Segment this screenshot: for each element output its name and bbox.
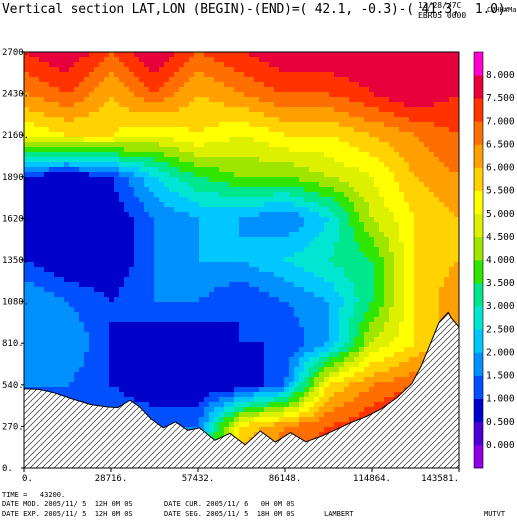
y-tick-label: 1350. <box>2 256 29 266</box>
colorbar-swatch <box>474 375 483 399</box>
colorbar-swatch <box>474 398 483 423</box>
y-tick-label: 2430. <box>2 90 29 100</box>
colorbar-label: 4.500 <box>486 232 515 243</box>
x-tick-label: 0. <box>22 474 33 484</box>
colorbar-swatch <box>474 98 483 122</box>
y-tick-label: 2160. <box>2 131 29 141</box>
colorbar-label: 7.500 <box>486 93 515 104</box>
date-stamp: 12/28//7C <box>418 1 462 10</box>
terrain-profile <box>24 311 459 468</box>
y-tick-label: 540. <box>2 381 24 391</box>
date-seg: DATE SEG. 2005/11/ 5 18H 0M 0S <box>164 510 295 518</box>
colorbar-swatch <box>474 283 483 307</box>
y-tick-label: 270. <box>2 422 24 432</box>
colorbar-label: 3.500 <box>486 278 515 289</box>
colorbar-frame <box>473 51 484 469</box>
colorbar-label: 0.500 <box>486 417 515 428</box>
colorbar-swatch <box>474 421 483 446</box>
x-tick-label: 114864. <box>353 474 391 484</box>
model-id: EBR05 0000 <box>418 11 467 20</box>
colorbar-swatch <box>474 190 483 215</box>
colorbar-label: 2.500 <box>486 324 515 335</box>
terrain-layer <box>24 311 459 468</box>
projection: LAMBERT <box>324 510 354 518</box>
colorbar-swatch <box>474 213 483 238</box>
colorbar-label: 1.500 <box>486 371 515 382</box>
colorbar-swatch <box>474 121 483 145</box>
colorbar-swatch <box>474 144 483 168</box>
colorbar-swatch <box>474 75 483 99</box>
colorbar-swatch <box>474 52 483 76</box>
colorbar-label: 3.000 <box>486 301 515 312</box>
date-cur: DATE CUR. 2005/11/ 6 0H 0M 0S <box>164 500 295 508</box>
y-tick-label: 0. <box>2 464 13 474</box>
x-tick-label: 86148. <box>269 474 302 484</box>
colorbar-swatch <box>474 329 483 353</box>
y-tick-label: 1080. <box>2 298 29 308</box>
y-tick-label: 1890. <box>2 173 29 183</box>
x-tick-label: 28716. <box>95 474 128 484</box>
variable-name: CvHH#Mae <box>487 6 517 14</box>
chart-title: Vertical section LAT,LON (BEGIN)-(END)=(… <box>2 2 506 17</box>
colorbar-label: 6.500 <box>486 139 515 150</box>
colorbar-swatch <box>474 167 483 191</box>
colorbar-label: 8.000 <box>486 70 515 81</box>
colorbar-label: 1.000 <box>486 394 515 405</box>
colorbar-label: 5.000 <box>486 209 515 220</box>
x-tick-label: 143581. <box>421 474 459 484</box>
axes: 0. 28716. 57432. 86148. 114864. 143581. 0. 270.… <box>2 48 460 484</box>
colorbar-label: 5.500 <box>486 186 515 197</box>
colorbar-swatch <box>474 444 483 469</box>
time-line: TIME = 43200. <box>2 491 66 499</box>
colorbar-swatch <box>474 236 483 261</box>
colorbar-swatch <box>474 306 483 330</box>
colorbar: 0.000 0.500 1.000 1.500 2.000 2.500 3.000 3.500… <box>473 51 515 469</box>
y-tick-label: 2700. <box>2 48 29 58</box>
date-mod: DATE MOD. 2005/11/ 5 12H 0M 0S <box>2 500 133 508</box>
colorbar-label: 4.000 <box>486 255 515 266</box>
x-tick-label: 57432. <box>182 474 215 484</box>
date-exp: DATE EXP. 2005/11/ 5 12H 0M 0S <box>2 510 133 518</box>
colorbar-label: 7.000 <box>486 116 515 127</box>
colorbar-swatch <box>474 260 483 284</box>
colorbar-label: 0.000 <box>486 440 515 451</box>
colorbar-swatch <box>474 352 483 376</box>
y-tick-label: 810. <box>2 339 24 349</box>
y-tick-label: 1620. <box>2 214 29 224</box>
corner-label: MUTVT <box>484 510 506 518</box>
colorbar-label: 6.000 <box>486 163 515 174</box>
colorbar-label: 2.000 <box>486 347 515 358</box>
